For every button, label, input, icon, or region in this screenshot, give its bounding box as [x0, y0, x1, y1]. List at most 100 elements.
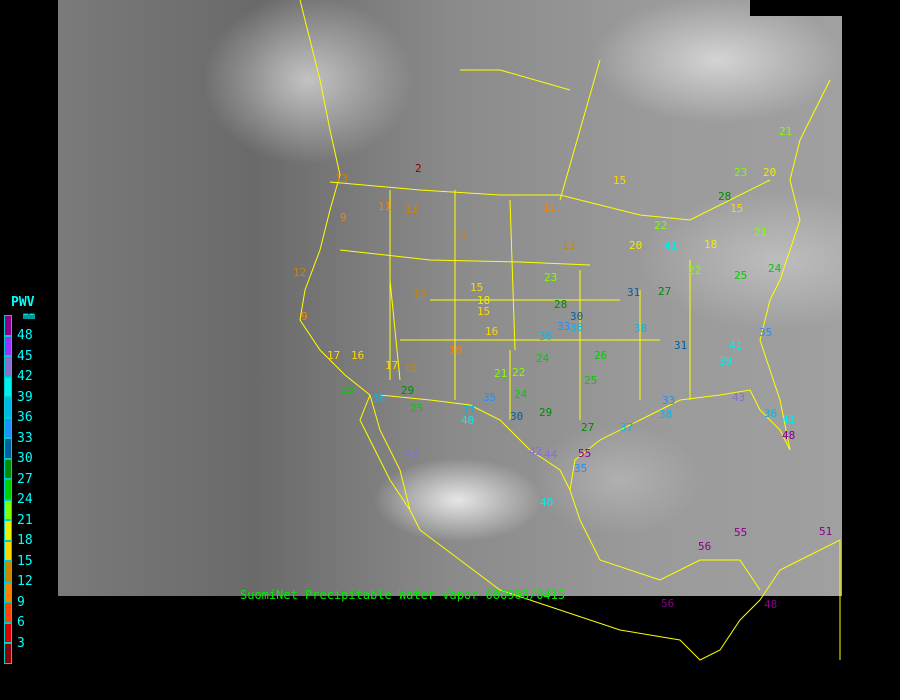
station-pwv-value: 15: [477, 305, 490, 318]
legend-swatch: [4, 622, 12, 643]
station-pwv-value: 20: [629, 239, 642, 252]
station-pwv-value: 27: [658, 285, 671, 298]
gulf-coastline: [569, 79, 831, 491]
legend-swatch: [4, 335, 12, 356]
station-pwv-value: 12: [413, 288, 426, 301]
station-pwv-value: 30: [570, 310, 583, 323]
yucatan-coastline: [569, 489, 761, 591]
station-pwv-value: 55: [578, 447, 591, 460]
station-pwv-value: 28: [718, 190, 731, 203]
station-pwv-value: 9: [340, 211, 347, 224]
legend-label: 33: [17, 430, 33, 446]
station-pwv-value: 40: [540, 496, 553, 509]
legend-label: 15: [17, 553, 33, 569]
legend-unit: mm: [23, 311, 36, 322]
legend-swatch: [4, 581, 12, 602]
station-pwv-value: 38: [634, 322, 647, 335]
station-pwv-value: 17: [385, 359, 398, 372]
legend-swatch: [4, 520, 12, 541]
station-pwv-value: 15: [613, 174, 626, 187]
station-pwv-value: 36: [372, 392, 385, 405]
station-pwv-value: 43: [405, 447, 418, 460]
legend-swatch: [4, 417, 12, 438]
station-pwv-value: 41: [782, 413, 795, 426]
station-pwv-value: 22: [688, 264, 701, 277]
legend-swatch: [4, 356, 12, 377]
station-pwv-value: 35: [759, 326, 772, 339]
legend-swatch: [4, 643, 12, 664]
station-pwv-value: 56: [698, 540, 711, 553]
legend-swatch: [4, 438, 12, 459]
station-pwv-value: 29: [539, 406, 552, 419]
station-pwv-value: 14: [454, 230, 468, 243]
station-pwv-value: 42: [529, 445, 542, 458]
canada-us-border: [329, 179, 771, 221]
station-pwv-value: 17: [327, 349, 340, 362]
station-pwv-value: 25: [584, 374, 597, 387]
station-pwv-value: 18: [477, 294, 490, 307]
station-pwv-value: 24: [514, 388, 528, 401]
legend-label: 42: [17, 369, 33, 384]
legend-label: 48: [17, 328, 33, 343]
us-mexico-border: [379, 394, 571, 491]
legend-label: 18: [17, 533, 33, 548]
station-pwv-value: 33: [557, 320, 570, 333]
station-pwv-value: 35: [574, 462, 587, 475]
legend-title: PWV: [11, 295, 35, 310]
station-pwv-value: 48: [782, 429, 795, 442]
station-pwv-value: 28: [554, 298, 567, 311]
station-pwv-value: 23: [544, 271, 557, 284]
station-pwv-value: 33: [662, 394, 675, 407]
station-pwv-value: 12: [293, 266, 306, 279]
station-pwv-value: 13: [562, 239, 575, 252]
legend-swatch: [4, 602, 12, 623]
satellite-image: [58, 0, 842, 596]
station-pwv-value: 25: [410, 402, 423, 415]
station-pwv-value: 44: [544, 448, 558, 461]
mexico-coastline: [419, 529, 841, 661]
station-pwv-value: 22: [654, 219, 667, 232]
station-pwv-value: 20: [763, 166, 776, 179]
station-pwv-value: 41: [664, 239, 677, 252]
legend-swatch: [4, 540, 12, 561]
legend-label: 36: [17, 410, 33, 425]
station-pwv-value: 16: [485, 325, 498, 338]
station-pwv-value: 31: [627, 286, 640, 299]
legend-swatch: [4, 315, 12, 336]
station-pwv-value: 35: [483, 391, 496, 404]
legend-label: 30: [17, 451, 33, 466]
station-pwv-value: 11: [543, 201, 556, 214]
legend-label: 9: [17, 594, 25, 610]
station-pwv-value: 43: [732, 391, 745, 404]
station-pwv-value: 26: [594, 349, 607, 362]
station-pwv-value: 21: [754, 226, 767, 239]
station-pwv-value: 12: [404, 362, 417, 375]
station-pwv-value: 24: [768, 262, 782, 275]
legend-swatch: [4, 561, 12, 582]
station-pwv-value: 24: [536, 352, 550, 365]
station-pwv-value: 37: [462, 404, 475, 417]
legend-label: 21: [17, 512, 33, 528]
station-pwv-value: 11: [378, 200, 391, 213]
station-pwv-value: 18: [704, 238, 717, 251]
legend-label: 24: [17, 492, 33, 507]
political-borders: [299, 0, 841, 661]
station-pwv-value: 16: [351, 349, 364, 362]
station-pwv-value: 10: [449, 344, 462, 357]
state-lines-grid: [389, 59, 691, 420]
station-pwv-value: 23: [734, 166, 747, 179]
station-pwv-value: 29: [401, 384, 414, 397]
station-pwv-value: 22: [512, 366, 525, 379]
legend-swatch: [4, 458, 12, 479]
no-data-region: [750, 0, 842, 16]
legend-label: 45: [17, 348, 33, 364]
station-pwv-value: 25: [341, 383, 354, 396]
station-pwv-value: 21: [494, 367, 507, 380]
station-pwv-value: 25: [734, 269, 747, 282]
state-lines-central: [389, 279, 401, 381]
legend-swatch: [4, 499, 12, 520]
station-pwv-value: 31: [674, 339, 687, 352]
legend-label: 6: [17, 615, 25, 630]
